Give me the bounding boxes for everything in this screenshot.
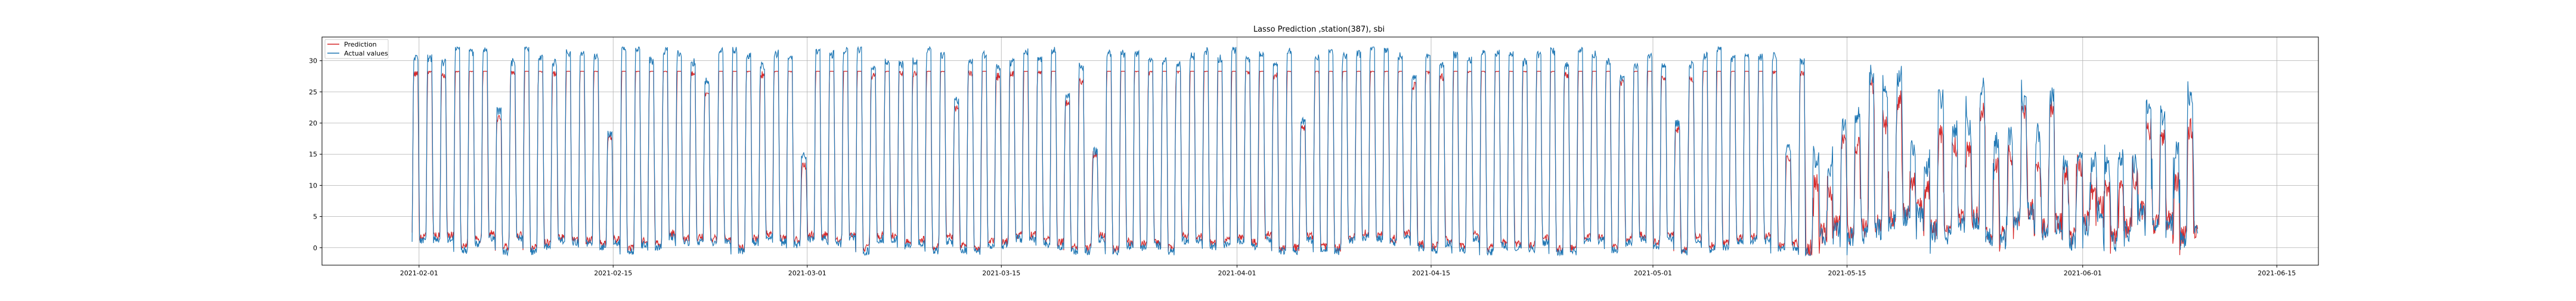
series-line-actual-values bbox=[411, 45, 2199, 257]
legend-label-prediction: Prediction bbox=[344, 41, 377, 48]
x-tick-label: 2021-04-15 bbox=[1412, 269, 1450, 277]
y-tick-label: 5 bbox=[313, 213, 317, 221]
x-tick-label: 2021-02-01 bbox=[400, 269, 438, 277]
y-tick-label: 15 bbox=[309, 150, 317, 158]
grid bbox=[322, 37, 2318, 265]
legend: Prediction Actual values bbox=[324, 39, 389, 59]
x-tick-label: 2021-03-01 bbox=[788, 269, 826, 277]
series-layer bbox=[411, 45, 2199, 257]
legend-label-actual-values: Actual values bbox=[344, 50, 388, 57]
y-tick-label: 20 bbox=[309, 119, 317, 127]
y-tick-label: 10 bbox=[309, 182, 317, 189]
x-tick-label: 2021-04-01 bbox=[1218, 269, 1256, 277]
x-tick-label: 2021-05-01 bbox=[1634, 269, 1672, 277]
y-tick-label: 30 bbox=[309, 57, 317, 65]
y-tick-label: 0 bbox=[313, 244, 317, 252]
x-axis: 2021-02-01 2021-02-15 2021-03-01 2021-03-15… bbox=[400, 265, 2296, 277]
chart-title: Lasso Prediction ,station(387), sbi bbox=[1253, 25, 1385, 34]
x-tick-label: 2021-06-01 bbox=[2064, 269, 2102, 277]
y-axis: 0 5 10 15 20 25 30 bbox=[309, 57, 322, 252]
plot-frame bbox=[321, 36, 2319, 266]
y-tick-label: 25 bbox=[309, 88, 317, 96]
x-tick-label: 2021-05-15 bbox=[1828, 269, 1866, 277]
legend-box bbox=[324, 39, 389, 59]
x-tick-label: 2021-02-15 bbox=[594, 269, 632, 277]
x-tick-label: 2021-06-15 bbox=[2258, 269, 2296, 277]
x-tick-label: 2021-03-15 bbox=[982, 269, 1020, 277]
